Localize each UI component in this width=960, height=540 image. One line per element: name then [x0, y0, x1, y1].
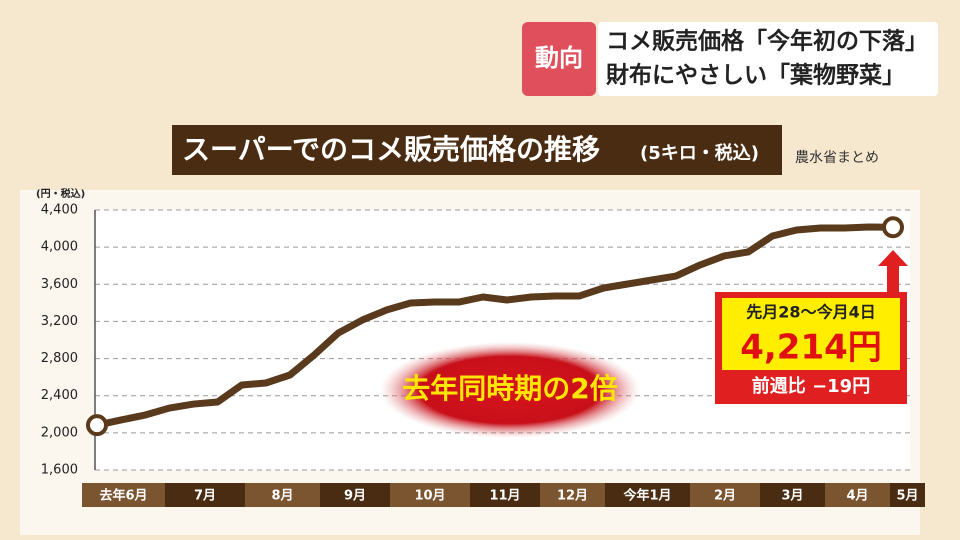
- y-tick-label: 2,400: [41, 388, 78, 403]
- title-bar: [172, 125, 782, 175]
- y-tick-label: 1,600: [41, 463, 78, 478]
- annotation-change: 前週比 −19円: [752, 375, 870, 397]
- y-tick-label: 3,600: [41, 277, 78, 292]
- y-tick-label: 2,800: [41, 351, 78, 366]
- x-tick-label: 5月: [896, 489, 918, 504]
- month-band: [760, 483, 825, 507]
- y-tick-label: 2,000: [41, 425, 78, 440]
- chart-title: スーパーでのコメ販売価格の推移: [182, 133, 600, 166]
- y-tick-label: 4,000: [41, 240, 78, 255]
- end-marker: [86, 414, 108, 437]
- x-tick-label: 12月: [557, 489, 588, 504]
- callout-bg: [380, 342, 640, 438]
- x-tick-label: 10月: [414, 489, 445, 504]
- arrow: [878, 250, 908, 298]
- banner-box: [598, 22, 938, 96]
- line: [96, 223, 894, 429]
- month-band: [165, 483, 245, 507]
- month-band: [890, 483, 925, 507]
- banner-tag-box: [522, 22, 596, 96]
- month-band: [690, 483, 760, 507]
- month-band: [605, 483, 690, 507]
- x-tick-label: 9月: [344, 489, 366, 504]
- end-marker: [882, 216, 904, 239]
- month-band: [390, 483, 470, 507]
- y-tick-label: 3,200: [41, 314, 78, 329]
- x-tick-label: 去年6月: [99, 488, 147, 504]
- annotation-price: 4,214円: [740, 328, 882, 368]
- x-tick-label: 3月: [781, 489, 803, 504]
- x-tick-label: 8月: [271, 489, 293, 504]
- month-band: [82, 483, 165, 507]
- banner-line: 財布にやさしい「葉物野菜」: [606, 62, 905, 89]
- banner-line: コメ販売価格「今年初の下落」: [606, 28, 928, 55]
- source: 農水省まとめ: [795, 150, 879, 166]
- annotation-period: 先月28〜今月4日: [746, 303, 875, 322]
- month-band: [470, 483, 540, 507]
- y-unit: (円・税込): [36, 187, 85, 200]
- y-tick-label: 4,400: [41, 203, 78, 218]
- month-band: [245, 483, 320, 507]
- x-tick-label: 4月: [846, 489, 868, 504]
- month-band: [540, 483, 605, 507]
- banner-tag: 動向: [535, 44, 583, 72]
- x-tick-label: 7月: [194, 489, 216, 504]
- x-tick-label: 今年1月: [622, 488, 671, 504]
- callout: 去年同時期の2倍: [402, 372, 617, 405]
- x-tick-label: 11月: [489, 489, 520, 504]
- annotation-inner: [722, 298, 900, 370]
- chart-title-note: (5キロ・税込): [640, 142, 759, 164]
- month-band: [320, 483, 390, 507]
- month-band: [825, 483, 890, 507]
- x-tick-label: 2月: [714, 489, 736, 504]
